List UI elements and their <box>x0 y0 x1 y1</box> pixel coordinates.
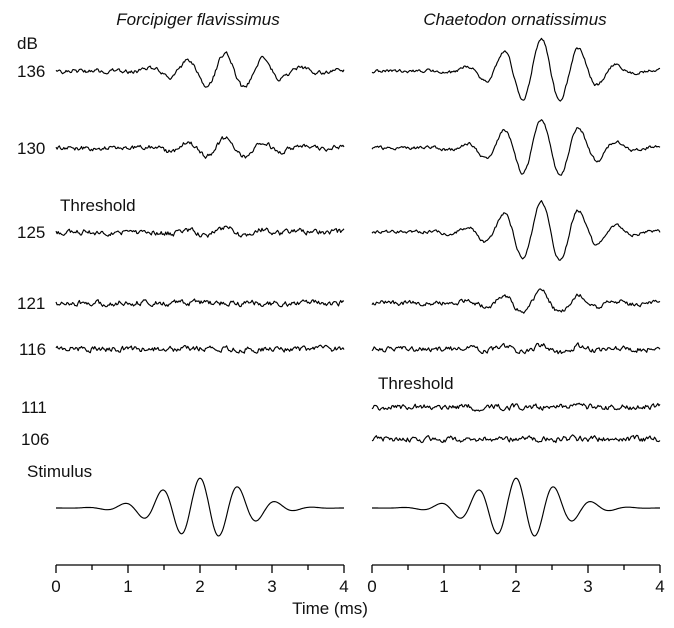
stimulus-trace-left <box>56 477 344 537</box>
trace-left-116 <box>55 344 345 354</box>
trace-right-116 <box>371 342 661 355</box>
x-tick-label: 3 <box>267 577 276 596</box>
trace-left-136 <box>55 51 345 88</box>
panel-title-right: Chaetodon ornatissimus <box>423 10 607 29</box>
threshold-label-left: Threshold <box>60 196 136 215</box>
threshold-label-right: Threshold <box>378 374 454 393</box>
x-tick-label: 0 <box>51 577 60 596</box>
trace-left-121 <box>55 298 345 308</box>
x-tick-label: 4 <box>655 577 664 596</box>
x-tick-label: 3 <box>583 577 592 596</box>
trace-right-130 <box>371 119 661 176</box>
trace-left-125 <box>55 225 345 238</box>
trace-right-111 <box>371 402 661 412</box>
trace-right-121 <box>371 288 661 314</box>
x-tick-label: 2 <box>511 577 520 596</box>
x-tick-label: 4 <box>339 577 348 596</box>
level-label-136: 136 <box>17 62 45 81</box>
level-label-111: 111 <box>21 398 47 417</box>
level-label-130: 130 <box>17 139 45 158</box>
x-axis-label: Time (ms) <box>292 599 368 618</box>
trace-right-125 <box>371 200 661 261</box>
trace-left-130 <box>55 136 345 159</box>
level-label-121: 121 <box>17 294 45 313</box>
db-unit-label: dB <box>17 34 38 53</box>
stimulus-label: Stimulus <box>27 462 92 481</box>
x-tick-label: 2 <box>195 577 204 596</box>
x-tick-label: 0 <box>367 577 376 596</box>
x-tick-label: 1 <box>439 577 448 596</box>
panel-title-left: Forcipiger flavissimus <box>116 10 280 29</box>
level-labels: 136 130 125 121 116 111 106 <box>17 62 49 449</box>
trace-right-136 <box>371 37 661 102</box>
level-label-125: 125 <box>17 223 45 242</box>
x-tick-label: 1 <box>123 577 132 596</box>
traces <box>55 37 661 537</box>
level-label-106: 106 <box>21 430 49 449</box>
level-label-116: 116 <box>19 340 46 359</box>
stimulus-trace-right <box>372 477 660 537</box>
trace-right-106 <box>371 434 661 444</box>
